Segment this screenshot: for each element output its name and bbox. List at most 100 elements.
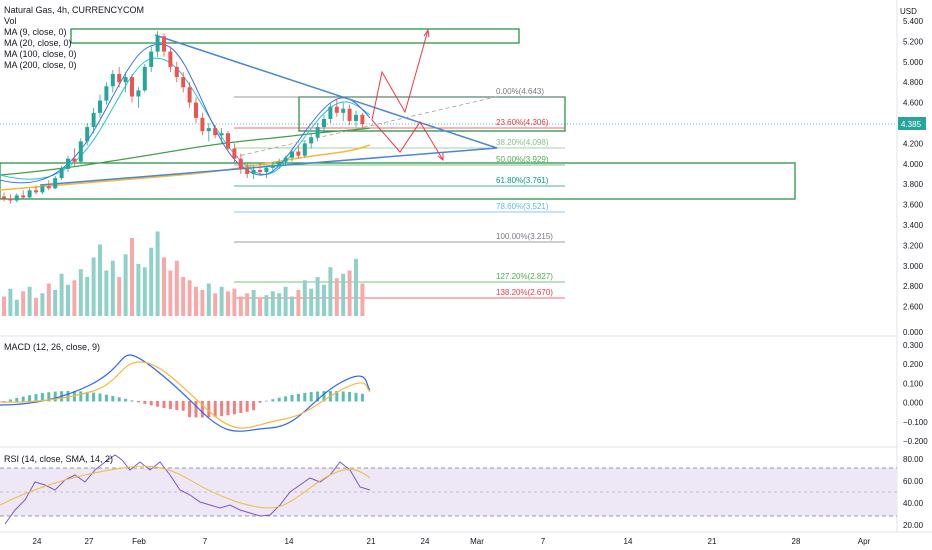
candle-body[interactable] — [206, 128, 211, 132]
ascending-trendline[interactable] — [39, 147, 498, 186]
candle-body[interactable] — [360, 114, 365, 125]
support-zone[interactable] — [0, 162, 796, 200]
candle-body[interactable] — [251, 169, 256, 174]
candle-body[interactable] — [66, 158, 70, 169]
candle-body[interactable] — [219, 133, 224, 136]
candle-body[interactable] — [142, 66, 147, 91]
rsi-title[interactable]: RSI (14, close, SMA, 14, 2) — [4, 454, 113, 464]
macd-signal-line — [0, 361, 371, 429]
candle-body[interactable] — [354, 114, 358, 121]
candle-body[interactable] — [277, 161, 282, 166]
candle-body[interactable] — [181, 77, 186, 88]
time-axis[interactable]: 24 27 Feb 7 14 21 24 Mar 7 14 21 28 Apr — [33, 537, 871, 546]
candle-body[interactable] — [98, 100, 102, 113]
candle-body[interactable] — [59, 168, 64, 179]
candle-body[interactable] — [2, 196, 6, 199]
macd-histogram-bar — [207, 401, 211, 418]
candle-body[interactable] — [283, 157, 288, 162]
price-tick: 4.800 — [903, 78, 924, 87]
candle-body[interactable] — [27, 190, 32, 198]
candle-body[interactable] — [104, 86, 109, 101]
candle-body[interactable] — [258, 169, 262, 172]
rsi-tick: 40.00 — [903, 499, 924, 508]
macd-axis[interactable]: 0.300 0.200 0.100 0.000 −0.100 −0.200 — [903, 341, 928, 446]
candle-body[interactable] — [187, 87, 192, 103]
macd-histogram-bar — [117, 397, 121, 402]
candle-body[interactable] — [194, 102, 198, 118]
volume-bar — [21, 291, 26, 316]
candle-body[interactable] — [46, 186, 51, 189]
indicator-ma100[interactable]: MA (100, close, 0) — [4, 49, 77, 59]
candle-body[interactable] — [264, 167, 269, 172]
rsi-axis[interactable]: 80.00 60.00 40.00 20.00 — [903, 455, 924, 530]
candle-body[interactable] — [78, 141, 83, 162]
fib-level-label: 78.60%(3.521) — [496, 202, 549, 211]
candle-body[interactable] — [334, 106, 339, 113]
indicator-vol[interactable]: Vol — [4, 16, 17, 26]
volume-bar — [142, 267, 147, 316]
fib-level-label: 138.20%(2.670) — [496, 288, 553, 297]
candle-body[interactable] — [53, 178, 58, 189]
volume-bar — [98, 244, 102, 316]
volume-bar — [200, 290, 205, 316]
candle-body[interactable] — [8, 198, 13, 201]
candle-body[interactable] — [270, 165, 275, 168]
candle-body[interactable] — [200, 117, 205, 132]
volume-bar — [85, 277, 90, 316]
candle-body[interactable] — [296, 151, 301, 156]
candle-body[interactable] — [34, 190, 38, 193]
candle-body[interactable] — [245, 168, 250, 174]
volume-bar — [347, 270, 352, 316]
volume-bar — [168, 270, 173, 316]
candle-body[interactable] — [328, 106, 333, 119]
candle-body[interactable] — [85, 127, 90, 142]
candle-body[interactable] — [174, 66, 179, 78]
candle-body[interactable] — [110, 74, 115, 87]
resistance-zone-top[interactable] — [70, 28, 520, 44]
macd-histogram-bar — [53, 391, 57, 402]
volume-bar — [40, 293, 45, 316]
candle-body[interactable] — [136, 90, 141, 97]
candle-body[interactable] — [72, 158, 77, 162]
candle-body[interactable] — [290, 151, 294, 158]
price-tick: 4.000 — [903, 160, 924, 169]
candle-body[interactable] — [130, 77, 134, 97]
candle-body[interactable] — [302, 143, 307, 156]
candle-body[interactable] — [232, 148, 237, 159]
candle-body[interactable] — [149, 51, 154, 67]
volume-bar — [149, 247, 154, 316]
candle-body[interactable] — [162, 36, 166, 52]
candle-body[interactable] — [21, 195, 26, 198]
candle-body[interactable] — [40, 186, 45, 193]
indicator-ma20[interactable]: MA (20, close, 0) — [4, 38, 72, 48]
macd-histogram-bar — [213, 401, 217, 417]
candle-body[interactable] — [238, 158, 243, 169]
indicator-ma200[interactable]: MA (200, close, 0) — [4, 60, 77, 70]
macd-histogram — [2, 391, 364, 418]
indicator-ma9[interactable]: MA (9, close, 0) — [4, 27, 67, 37]
candle-body[interactable] — [341, 108, 346, 113]
descending-trendline[interactable] — [154, 34, 498, 149]
candle-body[interactable] — [322, 118, 326, 128]
candlesticks[interactable] — [2, 31, 365, 204]
volume-bar — [264, 295, 269, 316]
candle-body[interactable] — [226, 133, 230, 149]
fibonacci-retracement[interactable]: 0.00%(4.643) 23.60%(4.306) 38.20%(4.098) 50… — [234, 87, 565, 299]
price-tick: 3.000 — [903, 262, 924, 271]
price-axis[interactable]: 5.4005.2005.0004.8004.6004.4004.2004.000… — [903, 17, 924, 312]
fib-level-label: 38.20%(4.098) — [496, 138, 549, 147]
candle-body[interactable] — [14, 195, 19, 201]
candle-body[interactable] — [168, 51, 173, 67]
candle-body[interactable] — [347, 108, 352, 121]
candle-body[interactable] — [309, 137, 314, 144]
macd-histogram-bar — [21, 396, 25, 402]
candle-body[interactable] — [117, 74, 122, 83]
candle-body[interactable] — [155, 36, 160, 52]
price-tick: 2.800 — [903, 282, 924, 291]
macd-title[interactable]: MACD (12, 26, close, 9) — [4, 342, 100, 352]
candle-body[interactable] — [123, 77, 128, 83]
candle-body[interactable] — [91, 112, 96, 128]
candle-body[interactable] — [315, 127, 320, 138]
candle-body[interactable] — [213, 128, 218, 136]
